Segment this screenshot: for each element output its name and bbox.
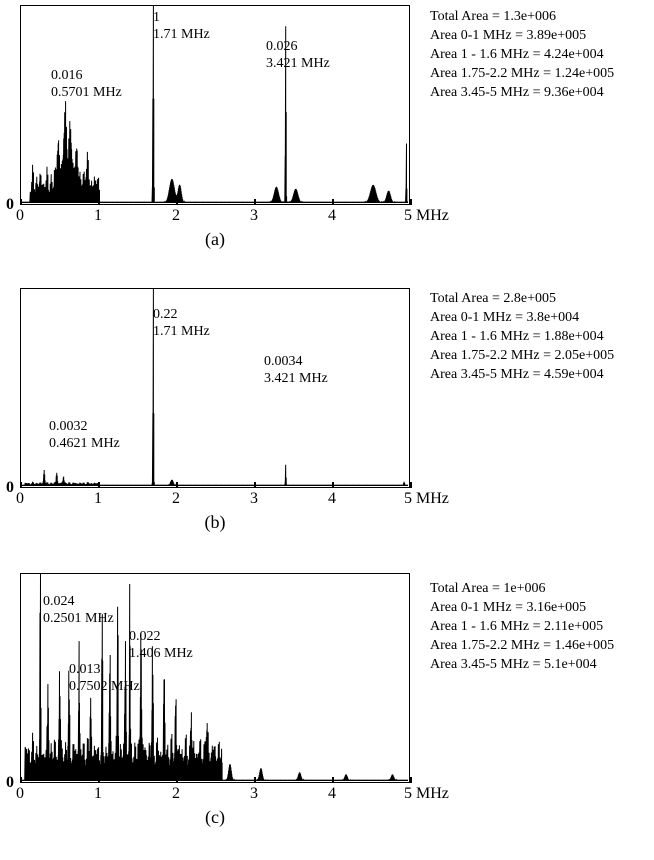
area-line: Area 1.75-2.2 MHz = 2.05e+005: [430, 347, 650, 366]
x-tick-mark: [98, 482, 100, 488]
annotation-value: 0.0032: [49, 419, 120, 436]
annotation-value: 0.013: [69, 662, 140, 679]
annotation-value: 0.024: [43, 594, 114, 611]
annotation-frequency: 1.406 MHz: [129, 646, 193, 663]
x-tick-mark: [332, 777, 334, 783]
area-line: Area 1.75-2.2 MHz = 1.46e+005: [430, 637, 650, 656]
x-tick-mark: [98, 777, 100, 783]
chart-wrap-c: 0.0240.2501 MHz0.0130.7502 MHz0.0221.406…: [20, 573, 410, 828]
annotation-value: 0.22: [153, 307, 210, 324]
area-line: Area 3.45-5 MHz = 4.59e+004: [430, 366, 650, 385]
y-axis-zero-label: 0: [6, 774, 14, 792]
x-tick-mark: [98, 199, 100, 205]
area-line: Area 3.45-5 MHz = 9.36e+004: [430, 84, 650, 103]
x-axis-ticks: 012345 MHz: [20, 783, 410, 805]
x-axis-unit-label: 5 MHz: [404, 207, 449, 225]
x-tick-mark: [20, 482, 22, 488]
x-tick-label: 4: [328, 207, 336, 225]
area-line: Area 1 - 1.6 MHz = 2.11e+005: [430, 618, 650, 637]
x-tick-label: 1: [94, 785, 102, 803]
x-tick-label: 4: [328, 785, 336, 803]
peak-annotation-c-0: 0.0240.2501 MHz: [43, 594, 114, 628]
x-tick-label: 0: [16, 207, 24, 225]
annotation-frequency: 3.421 MHz: [266, 56, 330, 73]
area-line: Total Area = 2.8e+005: [430, 290, 650, 309]
area-summary-c: Total Area = 1e+006Area 0-1 MHz = 3.16e+…: [430, 580, 650, 674]
area-line: Area 1.75-2.2 MHz = 1.24e+005: [430, 65, 650, 84]
chart-wrap-a: 0.0160.5701 MHz11.71 MHz0.0263.421 MHz01…: [20, 5, 410, 250]
y-axis-zero-label: 0: [6, 479, 14, 497]
x-tick-mark: [20, 199, 22, 205]
area-line: Area 0-1 MHz = 3.89e+005: [430, 27, 650, 46]
annotation-frequency: 0.4621 MHz: [49, 436, 120, 453]
area-line: Area 1 - 1.6 MHz = 4.24e+004: [430, 46, 650, 65]
peak-annotation-c-2: 0.0221.406 MHz: [129, 629, 193, 663]
x-tick-label: 1: [94, 490, 102, 508]
area-line: Total Area = 1.3e+006: [430, 8, 650, 27]
x-tick-mark: [176, 482, 178, 488]
x-tick-label: 2: [172, 207, 180, 225]
x-axis-unit-label: 5 MHz: [404, 785, 449, 803]
peak-annotation-c-1: 0.0130.7502 MHz: [69, 662, 140, 696]
chart-wrap-b: 0.00320.4621 MHz 0.221.71 MHz 0.00343.421 …: [20, 288, 410, 533]
x-tick-mark: [254, 199, 256, 205]
annotation-value: 1: [153, 10, 210, 27]
x-tick-label: 4: [328, 490, 336, 508]
x-tick-mark: [176, 777, 178, 783]
subplot-label-b: (b): [20, 512, 410, 533]
annotation-value: 0.0034: [264, 354, 328, 371]
x-tick-label: 1: [94, 207, 102, 225]
x-tick-mark: [410, 777, 412, 783]
area-line: Area 0-1 MHz = 3.16e+005: [430, 599, 650, 618]
y-axis-zero-label: 0: [6, 196, 14, 214]
x-axis-ticks: 012345 MHz: [20, 205, 410, 227]
x-tick-label: 3: [250, 207, 258, 225]
annotation-value: 0.026: [266, 39, 330, 56]
area-summary-a: Total Area = 1.3e+006Area 0-1 MHz = 3.89…: [430, 8, 650, 102]
x-axis-ticks: 012345 MHz: [20, 488, 410, 510]
annotation-frequency: 3.421 MHz: [264, 371, 328, 388]
x-tick-mark: [410, 482, 412, 488]
x-tick-label: 2: [172, 490, 180, 508]
x-tick-label: 3: [250, 490, 258, 508]
x-tick-label: 3: [250, 785, 258, 803]
x-tick-mark: [332, 199, 334, 205]
x-tick-mark: [176, 199, 178, 205]
area-line: Area 1 - 1.6 MHz = 1.88e+004: [430, 328, 650, 347]
x-tick-mark: [410, 199, 412, 205]
x-tick-mark: [332, 482, 334, 488]
area-line: Area 0-1 MHz = 3.8e+004: [430, 309, 650, 328]
plot-box-b: 0.00320.4621 MHz 0.221.71 MHz 0.00343.421 …: [20, 288, 410, 488]
annotation-frequency: 1.71 MHz: [153, 27, 210, 44]
subplot-label-a: (a): [20, 229, 410, 250]
x-tick-label: 0: [16, 490, 24, 508]
peak-annotation-b-0: 0.00320.4621 MHz: [49, 419, 120, 453]
plot-box-a: 0.0160.5701 MHz 11.71 MHz 0.0263.421 MHz: [20, 5, 410, 205]
annotation-frequency: 1.71 MHz: [153, 324, 210, 341]
peak-annotation-a-2: 0.0263.421 MHz: [266, 39, 330, 73]
x-axis-unit-label: 5 MHz: [404, 490, 449, 508]
annotation-value: 0.022: [129, 629, 193, 646]
x-tick-mark: [20, 777, 22, 783]
peak-annotation-b-2: 0.00343.421 MHz: [264, 354, 328, 388]
plot-box-c: 0.0240.2501 MHz0.0130.7502 MHz0.0221.406…: [20, 573, 410, 783]
x-tick-label: 0: [16, 785, 24, 803]
annotation-value: 0.016: [51, 68, 122, 85]
peak-annotation-a-0: 0.0160.5701 MHz: [51, 68, 122, 102]
subplot-label-c: (c): [20, 807, 410, 828]
annotation-frequency: 0.5701 MHz: [51, 85, 122, 102]
x-tick-label: 2: [172, 785, 180, 803]
annotation-frequency: 0.7502 MHz: [69, 679, 140, 696]
x-tick-mark: [254, 482, 256, 488]
area-line: Total Area = 1e+006: [430, 580, 650, 599]
peak-annotation-b-1: 0.221.71 MHz: [153, 307, 210, 341]
annotation-frequency: 0.2501 MHz: [43, 611, 114, 628]
area-summary-b: Total Area = 2.8e+005Area 0-1 MHz = 3.8e…: [430, 290, 650, 384]
area-line: Area 3.45-5 MHz = 5.1e+004: [430, 656, 650, 675]
x-tick-mark: [254, 777, 256, 783]
peak-annotation-a-1: 11.71 MHz: [153, 10, 210, 44]
